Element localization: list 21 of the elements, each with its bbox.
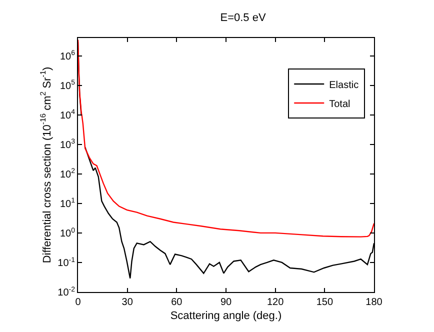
y-tick-label: 10$^{-1}$ [58, 256, 76, 269]
legend-label: Elastic [329, 80, 359, 91]
x-tick-label: 30 [122, 297, 134, 308]
x-tick-label: 60 [171, 297, 183, 308]
x-tick-label: 180 [366, 297, 383, 308]
x-axis-title: Scattering angle (deg.) [170, 310, 282, 322]
x-tick-label: 120 [266, 297, 284, 308]
y-tick-label: 10$^{5}$ [60, 80, 76, 92]
y-tick-label: 10$^{1}$ [60, 198, 76, 210]
y-tick-label: 10$^{-2}$ [58, 286, 76, 298]
x-tick-label: 0 [75, 297, 82, 308]
y-tick-label: 10$^{3}$ [60, 138, 76, 151]
y-tick-label: 10$^{6}$ [60, 50, 76, 62]
y-tick-label: 10$^{0}$ [60, 227, 76, 240]
y-tick-label: 10$^{4}$ [60, 109, 76, 122]
y-tick-label: 10$^{2}$ [60, 168, 76, 180]
x-tick-label: 150 [316, 297, 334, 308]
chart-title: E=0.5 eV [220, 12, 266, 24]
legend-label: Total [329, 98, 350, 110]
line-series [78, 39, 374, 238]
x-tick-label: 90 [220, 297, 232, 308]
